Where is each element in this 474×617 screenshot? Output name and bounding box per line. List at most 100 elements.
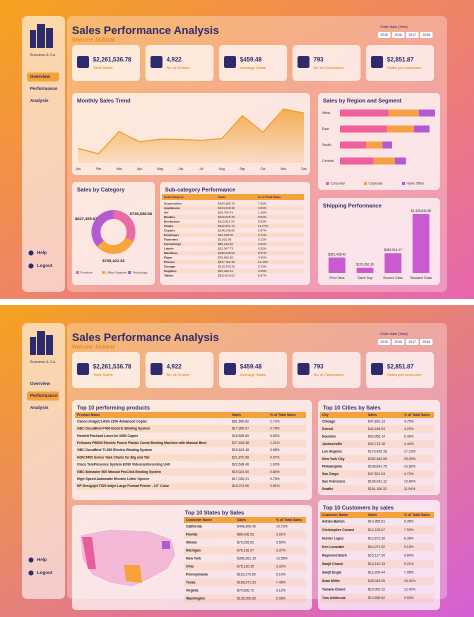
table-cell: 7.90% [404,528,414,532]
x-tick-label: Feb [96,167,102,171]
table-cell: 8.37% [258,251,267,255]
chart-title: Sales by Category [77,187,126,193]
table-row-bg [184,594,306,603]
nav-icon [28,263,34,269]
table-cell: Ken Lonsdale [322,545,344,549]
table-cell: Pennsylvania [186,572,208,576]
year-button[interactable] [378,339,391,345]
table-cell: 9.70% [258,264,267,268]
x-tick-label: Nov [281,167,287,171]
kpi-card [72,45,140,81]
legend-swatch [102,271,105,274]
subtitle: Welcome, Mubarak [72,37,115,43]
table-cell: Tables [164,273,174,277]
table-cell: Los Angeles [322,449,342,453]
table-cell: Houston [322,434,336,438]
table-cell: 7.95% [404,570,414,574]
bar [384,253,402,273]
table-header: Sales [368,513,377,517]
legend-swatch [326,182,329,185]
table-cell: 16.31% [404,579,416,583]
footer-nav-item[interactable]: Help [37,250,47,255]
table-cell: $113,813.20 [218,219,235,223]
table-row-bg [320,425,434,433]
table-header: % of Total Sales [270,413,296,417]
table-cell: Phones [164,260,175,264]
table-header: City [322,413,329,417]
year-option[interactable]: 2017 [408,33,416,37]
title: Sales Performance Analysis [72,332,219,344]
nav-item[interactable]: Analysis [30,405,49,410]
year-button[interactable] [392,339,405,345]
table-row-bg [184,546,306,555]
table-cell: 1.21% [270,441,280,445]
nav-item[interactable]: Analysis [30,98,49,103]
table-cell: $17,965.07 [232,427,249,431]
table-cell: $19,823.48 [232,448,249,452]
table-cell: 0.81% [270,484,280,488]
year-option[interactable]: 2018 [422,340,430,344]
table-row-bg [184,530,306,539]
table-cell: Fasteners [164,237,179,241]
table-row-bg [320,470,434,478]
nav-item[interactable]: Performance [30,393,58,398]
table-header-bg [75,412,306,418]
year-button[interactable] [420,339,433,345]
area [78,109,304,163]
data-label: $119,362.30 [356,263,374,267]
table-cell: Christopher Conant [322,528,355,532]
footer-nav-item[interactable]: Help [37,557,47,562]
year-button[interactable] [420,32,433,38]
table-cell: Sanjit Engle [322,570,342,574]
kpi-card [72,352,140,388]
kpi-icon [224,363,236,375]
kpi-label: Sales per customer [387,65,422,70]
table-cell: HP Designjet T520 Inkjet Large Format Pr… [77,484,170,488]
year-button[interactable] [392,32,405,38]
table-cell: $75,130.35 [237,564,254,568]
x-tick-label: Aug [219,167,225,171]
nav-item[interactable]: Performance [30,86,58,91]
table-header: % of Total Sales [276,518,302,522]
card [160,182,310,285]
table-cell: $70,636.72 [237,588,254,592]
table-cell: Sean Miller [322,579,341,583]
table-cell: $27,453.38 [232,441,249,445]
donut-slice [97,237,134,254]
legend-label: Home Office [407,181,425,185]
table-cell: 0.84% [270,470,280,474]
data-label: $728,658.58 [130,211,153,216]
table-cell: 0.55% [258,246,267,250]
us-map-highlight [124,565,142,583]
year-button[interactable] [406,32,419,38]
year-button[interactable] [378,32,391,38]
year-option[interactable]: 2015 [380,33,388,37]
table-cell: $76,828.30 [218,255,233,259]
donut-slice [91,210,114,247]
table-title: Sub-category Performance [165,187,235,193]
footer-nav-item[interactable]: Logout [37,263,53,268]
footer-nav-item[interactable]: Logout [37,570,53,575]
nav-item[interactable]: Overview [30,74,51,79]
bar-segment [340,157,374,165]
table-cell: $202,810.63 [218,273,235,277]
table-cell: 0.71% [258,233,267,237]
year-option[interactable]: 2015 [380,340,388,344]
table-header: Product Name [77,413,100,417]
table-cell: 4.75% [404,419,414,423]
nav-item[interactable]: Overview [30,381,51,386]
table-cell: $219,343.39 [218,264,235,268]
year-button[interactable] [406,339,419,345]
table-cell: $15,117.34 [368,553,385,557]
table-cell: $21,870.58 [232,455,249,459]
year-option[interactable]: 2016 [394,33,402,37]
year-option[interactable]: 2016 [394,340,402,344]
year-option[interactable]: 2017 [408,340,416,344]
table-header-bg [320,412,434,418]
table-cell: 9.50% [404,596,414,600]
table-cell: Cisco TelePresence System EX90 Videoconf… [77,463,171,467]
table-cell: $61,599.82 [232,419,249,423]
bar-segment [340,109,389,117]
year-option[interactable]: 2018 [422,33,430,37]
table-cell: $18,374.90 [232,484,249,488]
